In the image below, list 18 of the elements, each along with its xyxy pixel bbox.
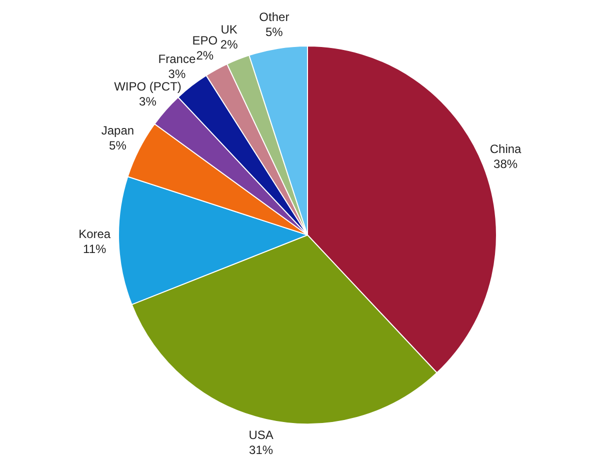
slice-label: USA: [248, 428, 274, 442]
data-label: 5%: [109, 138, 127, 153]
slice-label: WIPO (PCT): [114, 79, 182, 94]
slice-label: France: [158, 52, 196, 66]
slice-label: Korea: [78, 227, 111, 242]
data-label: 5%: [266, 24, 284, 39]
slice-label: EPO: [192, 34, 218, 48]
slice-label: China: [490, 142, 522, 156]
data-label: 31%: [249, 443, 274, 458]
data-label: 3%: [139, 94, 157, 108]
data-label: 38%: [494, 156, 518, 171]
data-label: 2%: [196, 48, 214, 63]
data-label: 2%: [220, 37, 238, 52]
slice-label: Japan: [101, 124, 134, 138]
data-label: 11%: [83, 242, 106, 256]
slice-label: Other: [259, 10, 290, 24]
data-label: 3%: [168, 67, 186, 82]
slice-label: UK: [220, 22, 238, 36]
